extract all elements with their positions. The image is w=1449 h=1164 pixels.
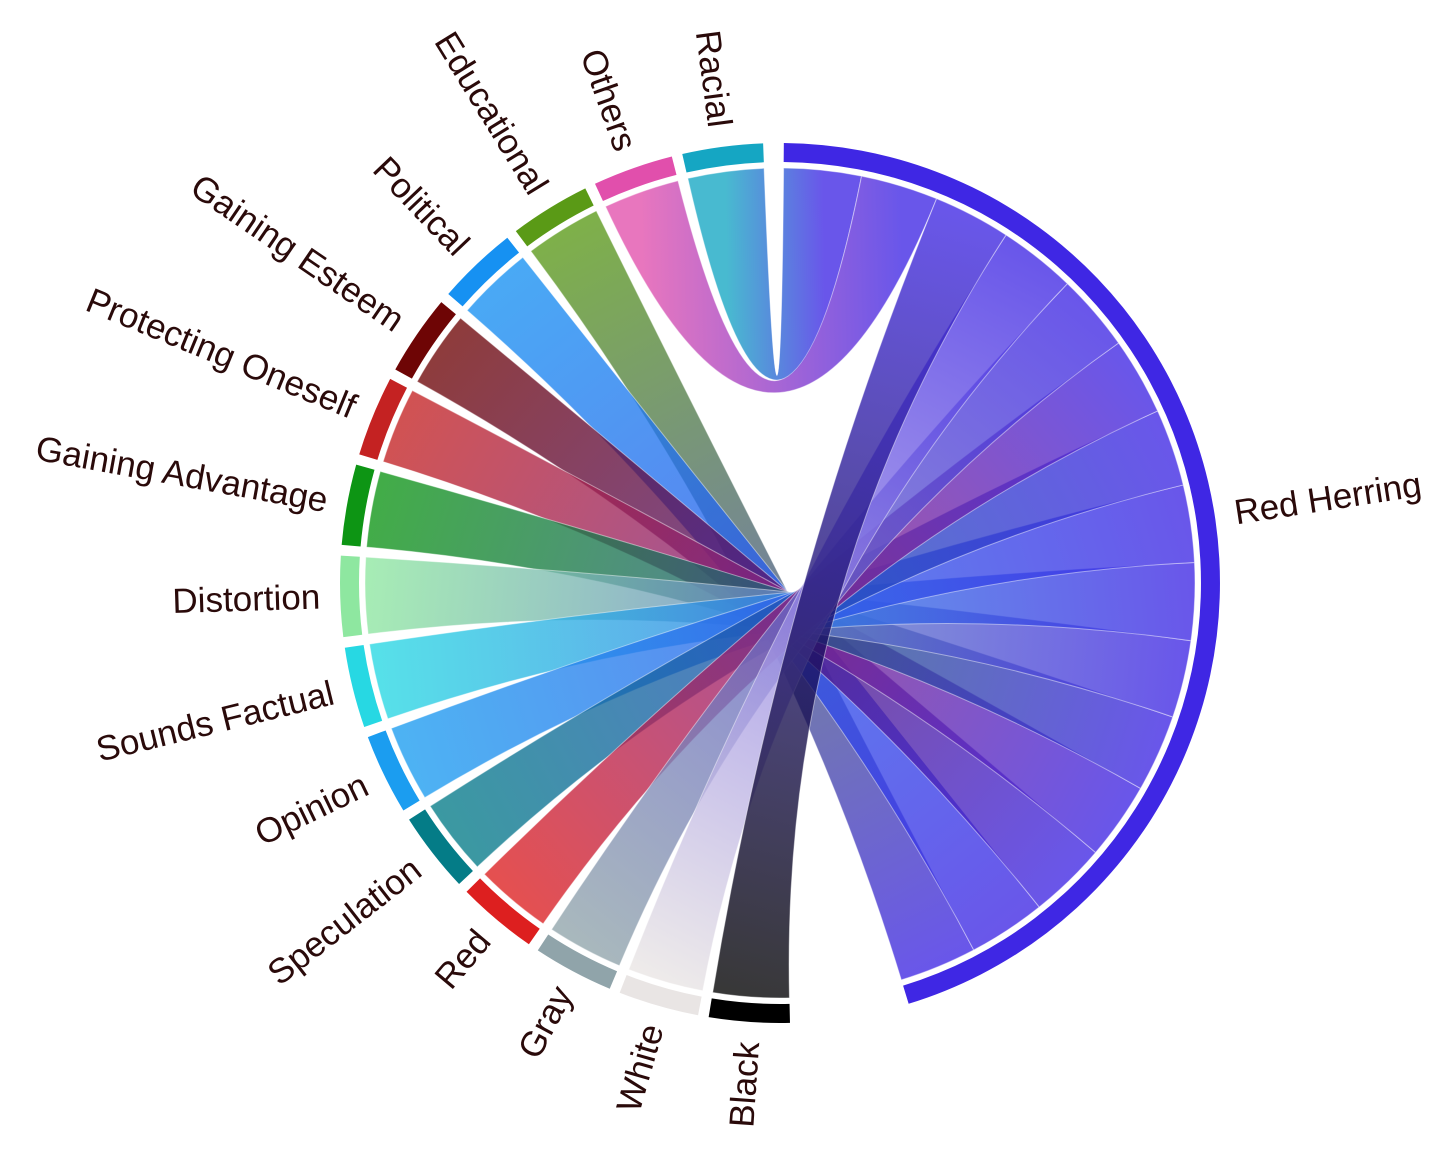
arc-distortion xyxy=(339,555,363,638)
ribbons xyxy=(364,167,1196,999)
arc-gray xyxy=(537,934,618,989)
ribbon-black xyxy=(712,198,1007,999)
arc-white xyxy=(619,975,702,1016)
label-others: Others xyxy=(573,44,645,156)
ribbon-racial xyxy=(687,167,863,381)
label-educational: Educational xyxy=(427,25,556,201)
label-white: White xyxy=(609,1020,671,1117)
arc-racial xyxy=(682,143,764,173)
label-black: Black xyxy=(722,1040,767,1129)
label-protecting-oneself: Protecting Oneself xyxy=(81,281,362,427)
label-opinion: Opinion xyxy=(249,766,375,854)
label-gray: Gray xyxy=(511,979,581,1065)
label-red: Red xyxy=(427,922,498,996)
arc-gaining-esteem xyxy=(395,302,456,379)
label-red-herring: Red Herring xyxy=(1232,465,1424,532)
label-distortion: Distortion xyxy=(172,578,321,621)
ribbon-others xyxy=(604,175,938,394)
label-gaining-esteem: Gaining Esteem xyxy=(184,167,412,340)
node-arcs xyxy=(339,143,1220,1024)
arc-opinion xyxy=(367,730,420,811)
arc-protecting-oneself xyxy=(359,378,408,460)
label-racial: Racial xyxy=(688,28,739,130)
label-gaining-advantage: Gaining Advantage xyxy=(33,429,331,520)
arc-others xyxy=(594,156,677,202)
arc-sounds-factual xyxy=(344,644,383,727)
arc-speculation xyxy=(409,809,473,885)
arc-educational xyxy=(515,188,594,247)
arc-gaining-advantage xyxy=(341,464,375,547)
arc-red xyxy=(466,878,540,945)
label-sounds-factual: Sounds Factual xyxy=(92,674,338,770)
label-political: Political xyxy=(365,149,476,263)
arc-political xyxy=(448,237,520,307)
arc-black xyxy=(708,998,790,1024)
label-speculation: Speculation xyxy=(260,850,428,993)
